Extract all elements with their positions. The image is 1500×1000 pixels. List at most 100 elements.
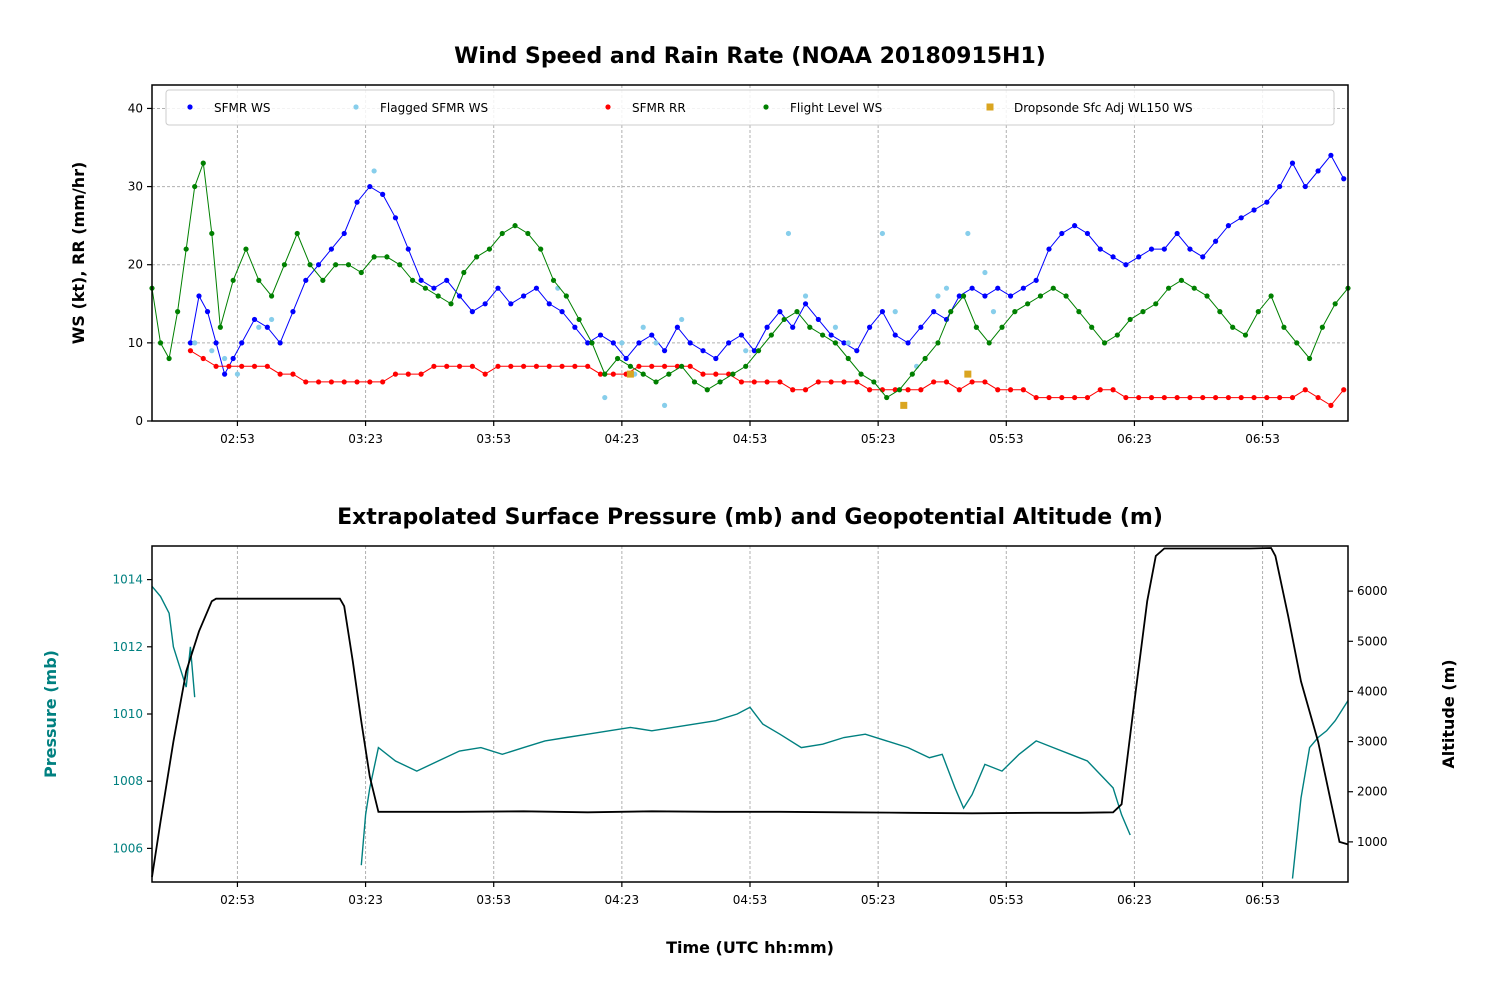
sfmr-ws-point — [1225, 223, 1231, 229]
sfmr-rr-point — [1072, 394, 1078, 401]
sfmr-ws-point — [456, 293, 463, 299]
sfmr-ws-point — [1328, 152, 1334, 158]
sfmr-ws-point — [290, 309, 296, 315]
flight-level-ws-point — [307, 262, 313, 268]
flight-level-ws-point — [422, 285, 428, 291]
sfmr-rr-point — [226, 363, 232, 369]
flight-level-ws-point — [884, 394, 890, 401]
flight-level-ws-point — [217, 324, 223, 330]
sfmr-rr-point — [444, 363, 450, 369]
sfmr-rr-point — [931, 379, 937, 385]
flight-level-ws-point — [640, 371, 646, 377]
sfmr-ws-point — [213, 340, 219, 346]
flagged-sfmr-ws-point — [832, 324, 839, 330]
flight-level-ws-point — [371, 254, 377, 260]
sfmr-rr-point — [802, 387, 809, 393]
sfmr-ws-point — [1264, 199, 1270, 205]
x-tick-label: 06:23 — [1117, 432, 1152, 446]
flight-level-ws-point — [1166, 285, 1172, 291]
sfmr-rr-point — [1341, 387, 1347, 393]
flight-level-ws-point — [525, 230, 531, 237]
flight-level-ws-point — [1319, 324, 1325, 330]
y2-tick-label: 5000 — [1357, 634, 1388, 648]
sfmr-rr-point — [585, 363, 591, 369]
ws-rr-panel: Wind Speed and Rain Rate (NOAA 20180915H… — [69, 44, 1351, 446]
flight-level-ws-point — [1178, 277, 1185, 283]
flight-level-ws-point — [602, 371, 608, 377]
flight-level-ws-point — [269, 293, 275, 299]
flagged-sfmr-ws-legend-marker — [353, 104, 359, 110]
flight-level-ws-point — [1332, 301, 1338, 307]
ws-rr-y-ticks: 0 10 20 30 40 — [128, 101, 152, 428]
sfmr-rr-point — [354, 379, 360, 385]
flight-level-ws-point — [576, 316, 582, 323]
sfmr-rr-point — [508, 363, 514, 369]
sfmr-rr-point — [790, 387, 796, 393]
flight-level-ws-point — [845, 355, 851, 362]
sfmr-ws-point — [738, 332, 745, 338]
sfmr-rr-point — [1136, 394, 1142, 401]
sfmr-rr-point — [1264, 394, 1270, 401]
x-tick-label: 03:23 — [348, 893, 383, 907]
sfmr-ws-point — [1084, 230, 1091, 237]
x-tick-label: 04:23 — [605, 432, 640, 446]
sfmr-ws-point — [726, 340, 732, 346]
y2-tick-label: 3000 — [1357, 735, 1388, 749]
flight-level-ws-point — [986, 340, 992, 346]
altitude-y-ticks: 1000 2000 3000 4000 5000 6000 — [1348, 584, 1388, 849]
sfmr-rr-point — [303, 379, 309, 385]
sfmr-rr-point — [687, 363, 693, 369]
flight-level-ws-point — [781, 316, 787, 323]
sfmr-rr-point — [700, 371, 706, 377]
sfmr-rr-point — [187, 348, 194, 354]
x-tick-label: 04:53 — [733, 893, 768, 907]
sfmr-rr-point — [431, 363, 437, 369]
sfmr-rr-point — [546, 363, 552, 369]
altitude-m-line — [151, 547, 1349, 878]
sfmr-ws-point — [751, 348, 757, 354]
sfmr-ws-point — [239, 340, 245, 346]
sfmr-rr-point — [815, 379, 821, 385]
sfmr-rr-point — [867, 387, 873, 393]
dropsonde-sfc-adj-wl150-ws-legend-marker — [986, 103, 994, 111]
x-tick-label: 03:53 — [476, 432, 511, 446]
sfmr-ws-point — [713, 355, 719, 362]
flight-level-ws-legend-marker — [763, 104, 769, 110]
sfmr-ws-point — [1136, 254, 1142, 260]
sfmr-rr-point — [918, 387, 924, 393]
sfmr-ws-point — [1174, 230, 1180, 237]
dropsonde-sfc-adj-wl150-ws-point — [964, 370, 972, 378]
flight-level-ws-series — [149, 160, 1351, 401]
ws-rr-y-label: WS (kt), RR (mm/hr) — [69, 162, 88, 345]
flight-level-ws-point — [589, 340, 595, 346]
sfmr-ws-point — [892, 332, 898, 338]
flagged-sfmr-ws-point — [619, 340, 625, 346]
dropsonde-sfc-adj-wl150-ws-legend-label: Dropsonde Sfc Adj WL150 WS — [1014, 101, 1193, 115]
ws-rr-x-ticks: 02:53 03:23 03:53 04:23 04:53 05:23 05:53 06:23… — [220, 421, 1280, 446]
pressure-altitude-plot-area — [151, 547, 1349, 879]
sfmr-rr-point — [1315, 394, 1321, 401]
sfmr-ws-point — [354, 199, 360, 205]
legend: SFMR WS Flagged SFMR WS SFMR RR Flight Leve… — [165, 89, 1335, 126]
flight-level-ws-point — [409, 277, 416, 283]
sfmr-ws-point — [777, 309, 783, 315]
flight-level-ws-point — [1012, 309, 1018, 315]
sfmr-ws-point — [303, 277, 309, 283]
y2-tick-label: 1000 — [1357, 835, 1388, 849]
sfmr-rr-point — [1020, 387, 1026, 393]
flight-level-ws-point — [1268, 293, 1274, 299]
legend-items: SFMR WS Flagged SFMR WS SFMR RR Flight Leve… — [187, 101, 1193, 115]
y-tick-label: 10 — [128, 336, 143, 350]
sfmr-ws-point — [444, 277, 450, 283]
flagged-sfmr-ws-point — [679, 316, 685, 323]
pressure-altitude-x-ticks: 02:53 03:23 03:53 04:23 04:53 05:23 05:53 06:23… — [220, 882, 1280, 907]
flight-level-ws-point — [1217, 309, 1223, 315]
sfmr-rr-point — [482, 371, 488, 377]
sfmr-ws-point — [277, 340, 283, 346]
flight-level-ws-point — [281, 262, 288, 268]
flight-level-ws-point — [461, 269, 467, 276]
flight-level-ws-point — [743, 363, 749, 369]
sfmr-ws-point — [1123, 262, 1129, 268]
ws-rr-grid — [152, 85, 1348, 422]
